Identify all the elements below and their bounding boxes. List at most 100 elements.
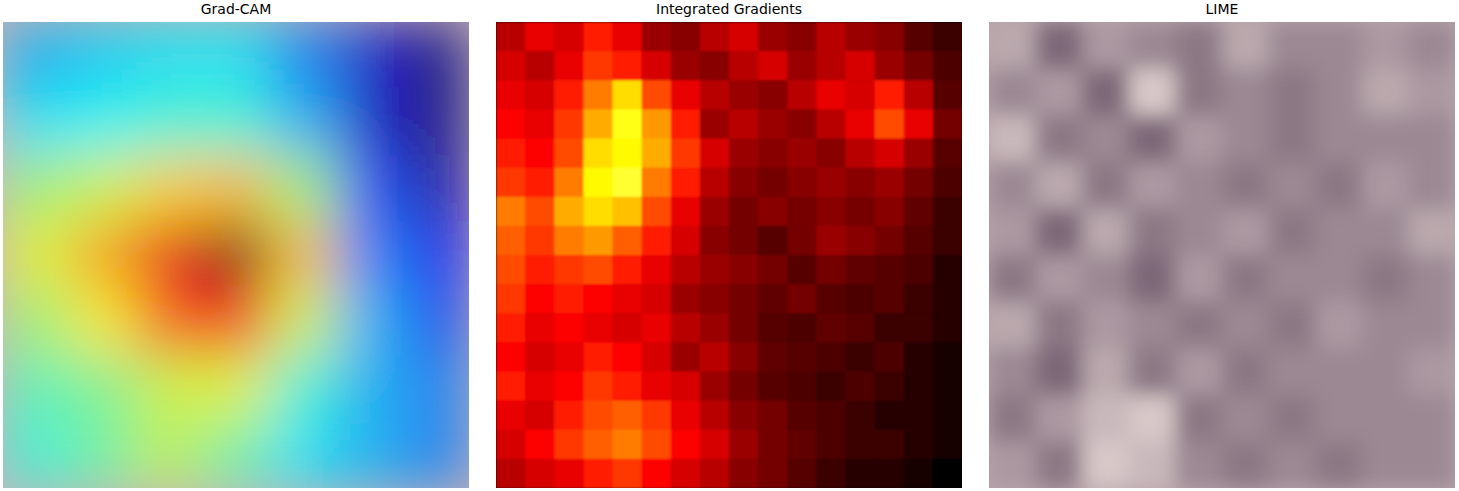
heatmap-cell: [700, 255, 730, 285]
heatmap-cell: [1362, 348, 1409, 395]
heatmap-cell: [904, 284, 934, 314]
heatmap-cell: [816, 22, 846, 52]
heatmap-cell: [642, 401, 672, 431]
heatmap-cell: [933, 313, 962, 343]
heatmap-cell: [525, 255, 555, 285]
heatmap-cell: [700, 51, 730, 81]
heatmap-cell: [875, 197, 905, 227]
heatmap-cell: [846, 51, 876, 81]
heatmap-cell: [496, 168, 526, 198]
heatmap-cell: [496, 430, 526, 460]
heatmap-cell: [1036, 441, 1083, 488]
heatmap-cell: [336, 89, 403, 156]
heatmap-cell: [525, 139, 555, 169]
heatmap-cell: [1408, 22, 1455, 69]
heatmap-cell: [525, 430, 555, 460]
heatmap-cell: [700, 342, 730, 372]
heatmap-cell: [904, 197, 934, 227]
heatmap-cell: [989, 208, 1036, 255]
heatmap-cell: [816, 342, 846, 372]
heatmap-cell: [1222, 395, 1269, 442]
heatmap-cell: [3, 222, 70, 289]
cells: [496, 22, 962, 488]
heatmap-cell: [3, 421, 70, 488]
panel: [496, 22, 963, 489]
heatmap-cell: [875, 459, 905, 488]
heatmap-cell: [758, 430, 788, 460]
heatmap-cell: [989, 302, 1036, 349]
heatmap-cell: [613, 51, 643, 81]
heatmap-cell: [583, 372, 613, 402]
heatmap-cell: [1175, 302, 1222, 349]
heatmap-cell: [758, 372, 788, 402]
panel-title: Integrated Gradients: [656, 1, 802, 17]
heatmap-cell: [933, 139, 962, 169]
heatmap-cell: [846, 168, 876, 198]
heatmap-cell: [1315, 22, 1362, 69]
heatmap-cell: [700, 22, 730, 52]
heatmap-cell: [1129, 441, 1176, 488]
heatmap-cell: [3, 22, 70, 89]
heatmap-cell: [496, 459, 526, 488]
heatmap-cell: [758, 109, 788, 139]
heatmap-cell: [525, 313, 555, 343]
heatmap-cell: [933, 226, 962, 256]
heatmap-cell: [904, 430, 934, 460]
heatmap-cell: [875, 51, 905, 81]
heatmap-cell: [203, 155, 270, 222]
heatmap-cell: [671, 168, 701, 198]
heatmap-cell: [70, 89, 137, 156]
heatmap-cell: [758, 80, 788, 110]
heatmap-cell: [875, 401, 905, 431]
heatmap-cell: [336, 22, 403, 89]
heatmap-cell: [1036, 69, 1083, 116]
heatmap-cell: [1362, 162, 1409, 209]
heatmap-cell: [496, 372, 526, 402]
heatmap-cell: [642, 139, 672, 169]
heatmap-cell: [875, 372, 905, 402]
heatmap-cell: [496, 139, 526, 169]
heatmap-cell: [525, 51, 555, 81]
heatmap-cell: [816, 430, 846, 460]
heatmap-cell: [496, 342, 526, 372]
heatmap-cell: [496, 313, 526, 343]
heatmap-cell: [554, 109, 584, 139]
heatmap-cell: [136, 155, 203, 222]
heatmap-cell: [1222, 441, 1269, 488]
heatmap-cell: [933, 22, 962, 52]
heatmap-cell: [846, 22, 876, 52]
heatmap-cell: [729, 342, 759, 372]
heatmap-cell: [816, 168, 846, 198]
heatmap-cell: [758, 51, 788, 81]
heatmap-cell: [700, 284, 730, 314]
heatmap-cell: [1362, 22, 1409, 69]
heatmap-cell: [787, 284, 817, 314]
heatmap-cell: [525, 168, 555, 198]
heatmap-cell: [933, 80, 962, 110]
heatmap-cell: [816, 80, 846, 110]
heatmap-cell: [758, 313, 788, 343]
heatmap-cell: [904, 168, 934, 198]
heatmap-cell: [700, 168, 730, 198]
heatmap-cell: [613, 430, 643, 460]
heatmap-cell: [613, 109, 643, 139]
heatmap-cell: [613, 22, 643, 52]
heatmap-cell: [613, 401, 643, 431]
heatmap-cell: [787, 372, 817, 402]
heatmap-cell: [729, 255, 759, 285]
heatmap-cell: [3, 155, 70, 222]
panel: [989, 22, 1456, 489]
heatmap-cell: [1036, 22, 1083, 69]
heatmap-cell: [787, 255, 817, 285]
heatmap-cell: [525, 22, 555, 52]
heatmap-cell: [816, 139, 846, 169]
heatmap-cell: [583, 51, 613, 81]
heatmap-cell: [269, 288, 336, 355]
heatmap-cell: [642, 168, 672, 198]
heatmap-cell: [904, 313, 934, 343]
heatmap-cell: [816, 226, 846, 256]
heatmap-cell: [70, 222, 137, 289]
heatmap-cell: [729, 372, 759, 402]
heatmap-cell: [203, 288, 270, 355]
heatmap-cell: [496, 22, 526, 52]
